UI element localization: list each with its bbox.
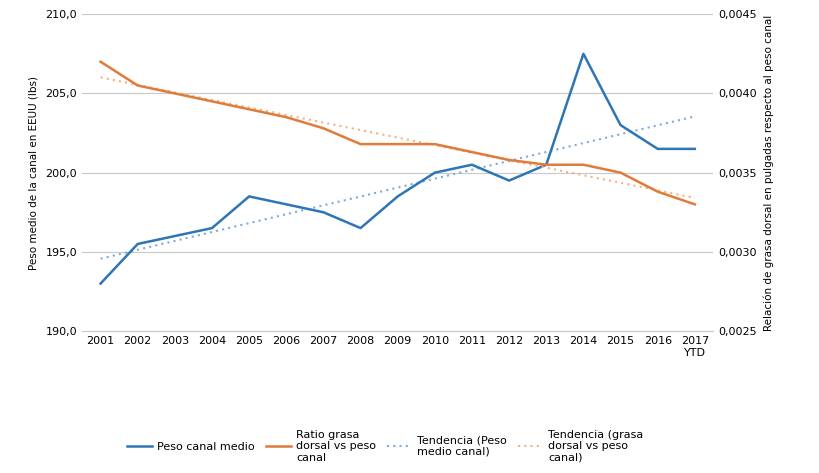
Y-axis label: Peso medio de la canal en EEUU (lbs): Peso medio de la canal en EEUU (lbs) [29,76,38,270]
Y-axis label: Relación de grasa dorsal en pulgadas respecto al peso canal: Relación de grasa dorsal en pulgadas res… [763,15,773,331]
Legend: Peso canal medio, Ratio grasa
dorsal vs peso
canal, Tendencia (Peso
medio canal): Peso canal medio, Ratio grasa dorsal vs … [127,429,643,463]
